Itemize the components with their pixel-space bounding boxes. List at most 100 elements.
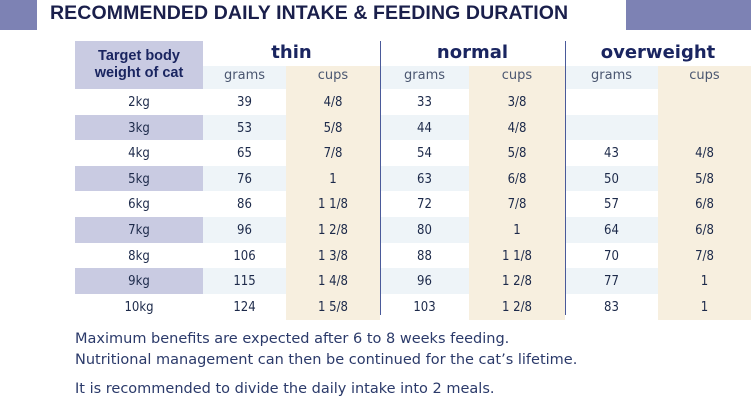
table-cell-cups: 1 5/8 <box>318 299 348 315</box>
subheader-bg <box>565 66 658 89</box>
cell-bg <box>565 89 658 115</box>
table-cell-grams <box>565 89 658 115</box>
cell-bg <box>286 166 380 192</box>
cell-bg <box>658 217 751 243</box>
weight-header-line1: Target body <box>98 48 180 64</box>
table-cell-cups: 1 <box>700 299 709 315</box>
cell-bg <box>565 294 658 320</box>
cell-bg <box>286 294 380 320</box>
table-cell-grams: 83 <box>604 299 619 315</box>
cell-bg <box>565 140 658 166</box>
table-cell-grams: 80 <box>417 222 432 238</box>
cell-bg <box>658 140 751 166</box>
subheader-cups: cups <box>501 68 533 83</box>
table-cell-grams: 43 <box>604 145 619 161</box>
cell-bg <box>203 166 286 192</box>
table-cell-cups: 3/8 <box>507 94 527 110</box>
table-cell-grams: 115 <box>233 273 256 289</box>
table-cell-grams: 64 <box>604 222 619 238</box>
table-cell-grams <box>565 115 658 141</box>
cell-bg <box>380 166 469 192</box>
cell-bg <box>75 268 203 294</box>
cell-bg <box>286 115 380 141</box>
table-cell-cups: 1 1/8 <box>318 196 348 212</box>
group-header-normal: normal <box>436 42 509 63</box>
cell-bg <box>565 217 658 243</box>
title-accent-left <box>0 0 37 30</box>
cell-bg <box>203 217 286 243</box>
weight-cell: 3kg <box>128 120 150 136</box>
weight-header-line2: weight of cat <box>94 65 184 81</box>
cell-bg <box>75 191 203 217</box>
weight-cell: 5kg <box>128 171 150 187</box>
table-cell-cups: 1 1/8 <box>502 248 532 264</box>
weight-column-header: Target body weight of cat <box>75 41 203 89</box>
table-cell-cups: 7/8 <box>507 196 527 212</box>
table-cell-grams: 57 <box>604 196 619 212</box>
cell-bg <box>203 115 286 141</box>
title-accent-right <box>626 0 751 30</box>
weight-cell: 2kg <box>128 94 150 110</box>
weight-cell: 4kg <box>128 145 150 161</box>
cell-bg <box>469 294 565 320</box>
table-cell-cups: 1 4/8 <box>318 273 348 289</box>
table-cell-cups: 1 2/8 <box>502 299 532 315</box>
cell-bg <box>565 166 658 192</box>
cell-bg <box>75 89 203 115</box>
table-cell-grams: 96 <box>417 273 432 289</box>
cell-bg <box>658 89 751 115</box>
subheader-bg <box>469 66 565 89</box>
table-cell-grams: 70 <box>604 248 619 264</box>
cell-bg <box>75 217 203 243</box>
note-lifetime: Nutritional management can then be conti… <box>75 352 578 368</box>
cell-bg <box>286 268 380 294</box>
cell-bg <box>75 294 203 320</box>
cell-bg <box>565 268 658 294</box>
cell-bg <box>286 243 380 269</box>
cell-bg <box>380 115 469 141</box>
table-cell-grams: 39 <box>237 94 252 110</box>
cell-bg <box>286 191 380 217</box>
table-cell-cups <box>658 115 751 141</box>
cell-bg <box>469 115 565 141</box>
subheader-bg <box>380 66 469 89</box>
subheader-cups: cups <box>689 68 720 83</box>
weight-cell: 6kg <box>128 196 150 212</box>
title-bar: RECOMMENDED DAILY INTAKE & FEEDING DURAT… <box>0 0 751 30</box>
cell-bg <box>565 191 658 217</box>
table-cell-cups: 1 <box>513 222 521 238</box>
table-cell-grams: 54 <box>417 145 432 161</box>
page-title: RECOMMENDED DAILY INTAKE & FEEDING DURAT… <box>50 2 569 24</box>
weight-cell: 10kg <box>124 299 154 315</box>
cell-bg <box>203 140 286 166</box>
subheader-grams: grams <box>224 68 265 83</box>
cell-bg <box>469 243 565 269</box>
cell-bg <box>380 89 469 115</box>
table-cell-cups: 5/8 <box>695 171 714 187</box>
cell-bg <box>75 115 203 141</box>
group-header-thin: thin <box>271 42 312 63</box>
cell-bg <box>658 268 751 294</box>
subheader-grams: grams <box>591 68 632 83</box>
cell-bg <box>75 166 203 192</box>
table-cell-cups: 4/8 <box>507 120 527 136</box>
table-cell-grams: 106 <box>233 248 256 264</box>
cell-bg <box>203 89 286 115</box>
table-cell-cups: 1 <box>700 273 709 289</box>
table-cell-grams: 76 <box>237 171 252 187</box>
cell-bg <box>469 217 565 243</box>
table-cell-cups: 1 2/8 <box>318 222 348 238</box>
weight-cell: 8kg <box>128 248 150 264</box>
cell-bg <box>658 243 751 269</box>
note-benefits: Maximum benefits are expected after 6 to… <box>75 331 510 347</box>
table-cell-grams: 96 <box>237 222 252 238</box>
cell-bg <box>380 268 469 294</box>
table-cell-cups: 1 2/8 <box>502 273 532 289</box>
cell-bg <box>469 268 565 294</box>
table-cell-grams: 44 <box>417 120 432 136</box>
cell-bg <box>565 115 658 141</box>
table-cell-cups: 4/8 <box>695 145 714 161</box>
cell-bg <box>203 243 286 269</box>
subheader-bg <box>286 66 380 89</box>
cell-bg <box>658 115 751 141</box>
